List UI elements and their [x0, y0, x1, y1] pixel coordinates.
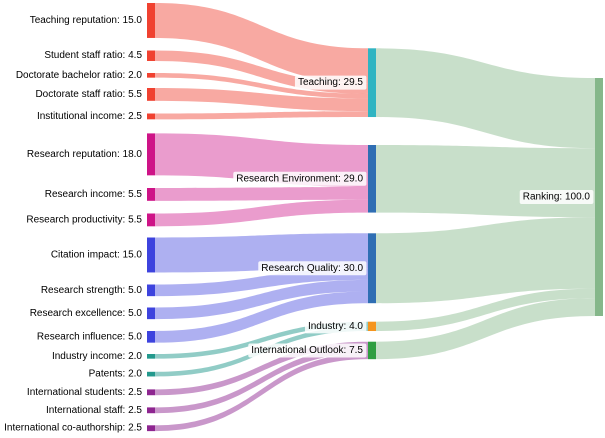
- sankey-link-teaching-to-ranking[interactable]: [376, 48, 595, 149]
- sankey-link-institutional-income-to-teaching[interactable]: [155, 111, 368, 120]
- sankey-link-teaching-reputation-to-teaching[interactable]: [155, 3, 368, 84]
- sankey-link-industry-to-ranking[interactable]: [376, 288, 595, 332]
- svg-text:Student staff ratio: 4.5: Student staff ratio: 4.5: [44, 50, 142, 61]
- sankey-node-teaching-reputation[interactable]: [147, 3, 155, 38]
- sankey-node-institutional-income[interactable]: [147, 113, 155, 120]
- svg-text:Research excellence: 5.0: Research excellence: 5.0: [30, 308, 143, 319]
- svg-text:Research income: 5.5: Research income: 5.5: [45, 189, 143, 200]
- sankey-node-industry[interactable]: [368, 321, 376, 332]
- sankey-link-research-productivity-to-research-environment[interactable]: [155, 199, 368, 227]
- sankey-node-research-environment[interactable]: [368, 145, 376, 213]
- sankey-label-research-environment: Research Environment: 29.0: [233, 171, 367, 186]
- sankey-node-international-outlook[interactable]: [368, 341, 376, 360]
- sankey-node-doctorate-bachelor-ratio[interactable]: [147, 73, 155, 78]
- sankey-label-international-co-authorship: International co-authorship: 2.5: [4, 423, 142, 434]
- sankey-label-student-staff-ratio: Student staff ratio: 4.5: [44, 50, 142, 61]
- svg-text:Research influence: 5.0: Research influence: 5.0: [37, 331, 143, 342]
- sankey-node-research-excellence[interactable]: [147, 307, 155, 320]
- sankey-label-bg-teaching: [294, 75, 367, 90]
- sankey-link-research-influence-to-research-quality[interactable]: [155, 291, 368, 343]
- sankey-link-research-quality-to-ranking[interactable]: [376, 217, 595, 304]
- svg-text:Institutional income: 2.5: Institutional income: 2.5: [37, 111, 142, 122]
- sankey-link-international-co-authorship-to-international-outlook[interactable]: [155, 353, 368, 432]
- svg-text:Citation impact: 15.0: Citation impact: 15.0: [51, 249, 143, 260]
- sankey-node-research-strength[interactable]: [147, 284, 155, 297]
- sankey-links-layer: [155, 3, 595, 432]
- sankey-node-patents[interactable]: [147, 371, 155, 377]
- svg-text:Doctorate staff ratio: 5.5: Doctorate staff ratio: 5.5: [35, 89, 142, 100]
- sankey-label-institutional-income: Institutional income: 2.5: [37, 111, 142, 122]
- sankey-link-industry-income-to-industry[interactable]: [155, 321, 368, 359]
- sankey-label-teaching-reputation: Teaching reputation: 15.0: [30, 15, 143, 26]
- sankey-link-international-outlook-to-ranking[interactable]: [376, 298, 595, 360]
- sankey-label-bg-research-quality: [258, 261, 367, 276]
- svg-text:Industry income: 2.0: Industry income: 2.0: [52, 351, 142, 362]
- sankey-link-research-environment-to-ranking[interactable]: [376, 145, 595, 218]
- svg-text:Research strength: 5.0: Research strength: 5.0: [41, 285, 143, 296]
- sankey-label-ranking: Ranking: 100.0: [519, 190, 594, 204]
- svg-text:Research productivity: 5.5: Research productivity: 5.5: [26, 214, 142, 225]
- sankey-nodes-layer: [147, 3, 603, 432]
- sankey-link-international-students-to-international-outlook[interactable]: [155, 341, 368, 396]
- sankey-labels-layer: Teaching reputation: 15.0 Student staff r…: [4, 15, 594, 434]
- svg-text:Doctorate bachelor ratio: 2.0: Doctorate bachelor ratio: 2.0: [16, 70, 143, 81]
- sankey-label-research-income: Research income: 5.5: [45, 189, 143, 200]
- sankey-node-citation-impact[interactable]: [147, 237, 155, 273]
- sankey-label-bg-industry: [304, 319, 367, 334]
- sankey-link-doctorate-bachelor-ratio-to-teaching[interactable]: [155, 73, 368, 99]
- svg-text:Teaching reputation: 15.0: Teaching reputation: 15.0: [30, 15, 143, 26]
- svg-text:International staff: 2.5: International staff: 2.5: [46, 405, 142, 416]
- sankey-label-doctorate-bachelor-ratio: Doctorate bachelor ratio: 2.0: [16, 70, 143, 81]
- svg-text:International students: 2.5: International students: 2.5: [27, 387, 143, 398]
- sankey-node-teaching[interactable]: [368, 48, 376, 118]
- sankey-label-bg-research-environment: [233, 171, 367, 186]
- sankey-label-patents: Patents: 2.0: [89, 369, 143, 380]
- sankey-label-international-students: International students: 2.5: [27, 387, 143, 398]
- sankey-label-research-excellence: Research excellence: 5.0: [30, 308, 143, 319]
- sankey-label-industry-income: Industry income: 2.0: [52, 351, 142, 362]
- sankey-label-teaching: Teaching: 29.5: [294, 75, 367, 90]
- svg-text:Research reputation: 18.0: Research reputation: 18.0: [27, 149, 143, 160]
- sankey-label-doctorate-staff-ratio: Doctorate staff ratio: 5.5: [35, 89, 142, 100]
- sankey-node-research-productivity[interactable]: [147, 213, 155, 227]
- sankey-node-research-income[interactable]: [147, 188, 155, 201]
- sankey-link-international-staff-to-international-outlook[interactable]: [155, 347, 368, 414]
- sankey-label-research-quality: Research Quality: 30.0: [258, 261, 367, 276]
- sankey-label-research-influence: Research influence: 5.0: [37, 331, 143, 342]
- sankey-node-student-staff-ratio[interactable]: [147, 50, 155, 61]
- sankey-label-industry: Industry: 4.0: [304, 319, 367, 334]
- sankey-label-international-staff: International staff: 2.5: [46, 405, 142, 416]
- svg-text:Teaching: 29.5: Teaching: 29.5: [298, 77, 363, 88]
- sankey-node-research-reputation[interactable]: [147, 133, 155, 176]
- svg-text:Research Quality: 30.0: Research Quality: 30.0: [261, 263, 363, 274]
- sankey-node-international-students[interactable]: [147, 389, 155, 396]
- sankey-label-international-outlook: International Outlook: 7.5: [248, 343, 367, 358]
- svg-text:International co-authorship: 2: International co-authorship: 2.5: [4, 423, 142, 434]
- sankey-node-international-co-authorship[interactable]: [147, 425, 155, 432]
- sankey-node-doctorate-staff-ratio[interactable]: [147, 88, 155, 101]
- sankey-link-doctorate-staff-ratio-to-teaching[interactable]: [155, 88, 368, 112]
- sankey-label-research-strength: Research strength: 5.0: [41, 285, 143, 296]
- svg-text:Industry: 4.0: Industry: 4.0: [308, 321, 363, 332]
- svg-text:Research Environment: 29.0: Research Environment: 29.0: [236, 173, 363, 184]
- svg-text:Patents: 2.0: Patents: 2.0: [89, 369, 143, 380]
- sankey-link-research-income-to-research-environment[interactable]: [155, 186, 368, 201]
- sankey-node-research-influence[interactable]: [147, 331, 155, 343]
- sankey-label-research-reputation: Research reputation: 18.0: [27, 149, 143, 160]
- sankey-node-research-quality[interactable]: [368, 233, 376, 304]
- sankey-label-bg-international-outlook: [248, 343, 367, 358]
- sankey-label-citation-impact: Citation impact: 15.0: [51, 249, 143, 260]
- svg-text:Ranking: 100.0: Ranking: 100.0: [523, 192, 591, 203]
- svg-text:International Outlook: 7.5: International Outlook: 7.5: [251, 345, 363, 356]
- sankey-node-international-staff[interactable]: [147, 407, 155, 414]
- sankey-node-ranking[interactable]: [595, 78, 603, 316]
- sankey-label-research-productivity: Research productivity: 5.5: [26, 214, 142, 225]
- sankey-label-bg-ranking: [519, 190, 594, 204]
- sankey-link-research-excellence-to-research-quality[interactable]: [155, 279, 368, 320]
- sankey-node-industry-income[interactable]: [147, 354, 155, 359]
